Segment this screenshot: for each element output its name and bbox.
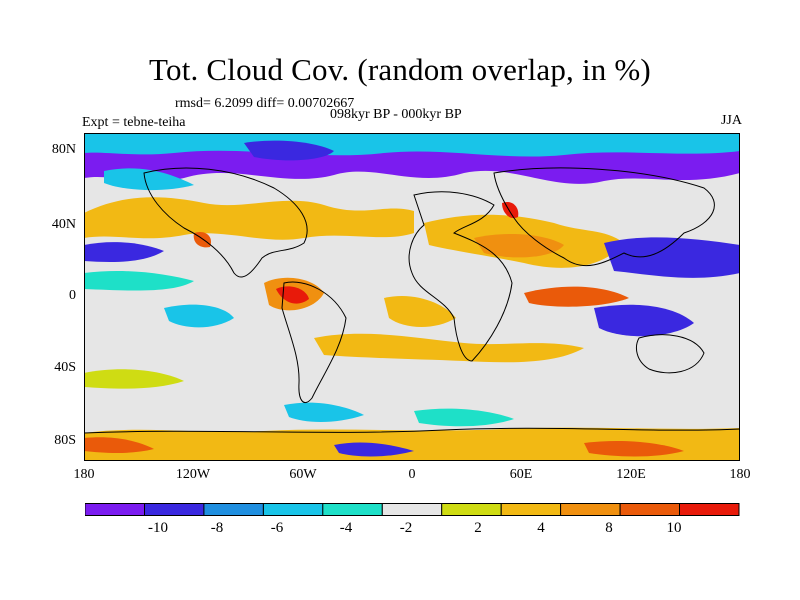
colorbar-label: 4 [537,520,545,536]
coastlines [84,167,740,434]
map-panel [84,133,740,461]
colorbar-label: 8 [605,520,613,536]
colorbar-box [560,503,621,516]
negative-anomaly-region [414,408,514,427]
anomaly-field [84,133,740,461]
lat-tick-label: 40N [51,217,76,232]
colorbar-box [203,503,264,516]
colorbar [85,503,740,516]
negative-anomaly-region [244,140,334,161]
colorbar-box [679,503,740,516]
colorbar-label: 2 [474,520,482,536]
negative-anomaly-region [84,270,194,291]
colorbar-label: -8 [210,520,224,536]
colorbar-label: -10 [148,520,168,536]
positive-anomaly-region [314,333,584,363]
colorbar-box [619,503,681,516]
positive-anomaly-region [84,369,184,389]
lon-tick-label: 60W [289,467,317,482]
colorbar-box [144,503,205,516]
colorbar-box [500,503,562,516]
lon-tick-label: 180 [73,467,95,482]
positive-anomaly-region [474,233,564,258]
lat-tick-label: 40S [54,360,76,375]
negative-anomaly-region [84,242,164,262]
figure-title: Tot. Cloud Cov. (random overlap, in %) [149,52,651,87]
negative-anomaly-region [84,133,740,157]
colorbar-label: -2 [399,520,413,536]
colorbar-box [322,503,383,516]
lon-tick-label: 0 [408,467,416,482]
positive-anomaly-region [584,440,684,457]
positive-anomaly-region [524,286,629,307]
lon-tick-label: 60E [509,467,533,482]
map-border [84,133,740,461]
negative-anomaly-region [604,237,740,278]
lat-tick-label: 80N [51,142,76,157]
negative-anomaly-region [164,304,234,328]
colorbar-label: 10 [666,520,682,536]
negative-anomaly-region [104,168,194,191]
stats-line: rmsd= 6.2099 diff= 0.00702667 [175,96,355,111]
negative-anomaly-region [334,442,414,457]
colorbar-label: -6 [270,520,284,536]
experiment-label: Expt = tebne-teiha [82,115,186,130]
lon-tick-label: 120W [175,467,211,482]
season-label: JJA [720,113,742,128]
colorbar-box [381,503,443,516]
positive-anomaly-region [84,427,740,461]
positive-anomaly-region [384,295,456,328]
colorbar-label: -4 [339,520,353,536]
colorbar-box [262,503,324,516]
lat-tick-label: 80S [54,433,76,448]
period-label: 098kyr BP - 000kyr BP [330,107,462,122]
lon-tick-label: 120E [616,467,646,482]
lon-tick-label: 180 [729,467,751,482]
negative-anomaly-region [284,402,364,422]
positive-anomaly-region [276,286,309,304]
colorbar-box [441,503,502,516]
colorbar-box [85,503,145,516]
positive-anomaly-region [84,197,414,240]
lat-tick-label: 0 [69,288,76,303]
negative-anomaly-region [594,304,694,337]
positive-anomaly-region [84,437,154,453]
